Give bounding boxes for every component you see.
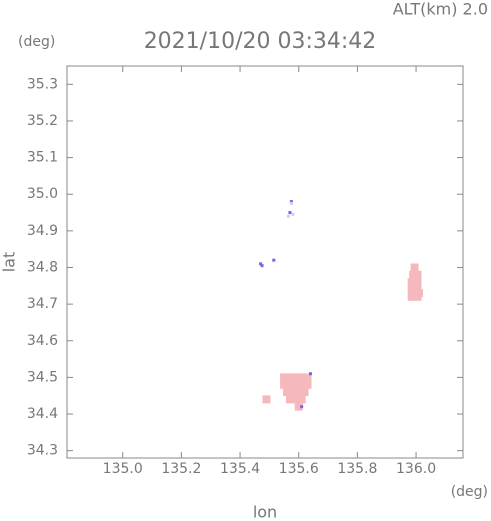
echo-point (413, 270, 422, 279)
echo-point (283, 388, 291, 397)
echo-point (291, 212, 295, 216)
y-axis-label: lat (0, 252, 19, 273)
echo-point (407, 292, 416, 301)
echo-point (297, 373, 306, 382)
x-axis-label: lon (253, 503, 277, 521)
y-tick-label: 34.9 (27, 223, 58, 239)
echo-point (303, 380, 312, 389)
echo-point (413, 278, 422, 287)
x-tick-label: 135.8 (337, 461, 377, 477)
echo-point (280, 373, 289, 382)
y-tick-label: 34.8 (27, 259, 58, 275)
echo-point (300, 405, 304, 409)
echo-point (308, 372, 312, 376)
y-tick-label: 35.0 (27, 186, 58, 202)
echo-point (259, 262, 263, 266)
echo-point (291, 395, 300, 404)
y-tick-label: 35.3 (27, 76, 58, 92)
echo-point (288, 211, 292, 215)
y-unit: (deg) (18, 34, 55, 50)
y-tick-label: 34.4 (27, 406, 58, 422)
echo-point (285, 373, 294, 382)
echo-point (285, 380, 294, 389)
chart-title: 2021/10/20 03:34:42 (144, 29, 377, 54)
echo-point (300, 388, 309, 397)
echo-point (262, 395, 271, 404)
echo-point (285, 395, 294, 404)
echo-point (294, 402, 303, 411)
echo-point (407, 285, 416, 294)
altitude-label: ALT(km) 2.0 (393, 0, 488, 19)
echo-point (291, 373, 300, 382)
echo-point (297, 395, 306, 404)
echo-point (407, 278, 416, 287)
echo-point (289, 201, 293, 205)
echo-point (291, 380, 300, 389)
echo-point (297, 380, 306, 389)
echo-point (272, 258, 276, 262)
echo-point (260, 264, 264, 268)
y-tick-label: 34.6 (27, 333, 58, 349)
echo-point (410, 263, 419, 272)
y-tick-label: 35.1 (27, 150, 58, 166)
x-tick-label: 135.2 (161, 461, 201, 477)
echo-point (286, 214, 290, 218)
echo-point (294, 388, 303, 397)
y-tick-label: 34.3 (27, 443, 58, 459)
x-tick-label: 135.0 (103, 461, 143, 477)
y-tick-label: 34.5 (27, 369, 58, 385)
echo-point (289, 200, 293, 204)
x-unit: (deg) (451, 484, 488, 500)
echo-point (303, 373, 312, 382)
plot-frame (66, 65, 464, 459)
y-tick-label: 34.7 (27, 296, 58, 312)
echo-point (415, 289, 423, 298)
echo-point (288, 388, 297, 397)
echo-point (409, 270, 418, 279)
x-tick-label: 135.4 (220, 461, 260, 477)
y-tick-label: 35.2 (27, 113, 58, 129)
x-tick-label: 136.0 (396, 461, 436, 477)
x-tick-label: 135.6 (279, 461, 319, 477)
echo-point (280, 380, 289, 389)
